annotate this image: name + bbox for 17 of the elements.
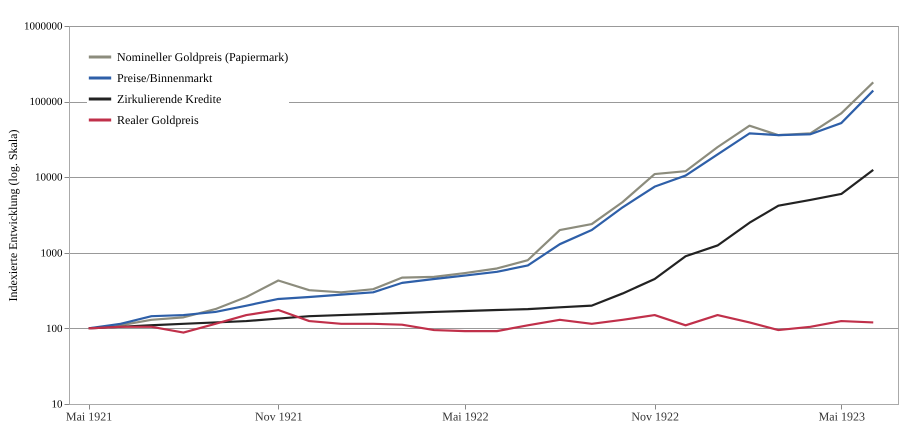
x-tick-label: Nov 1921 xyxy=(254,410,303,424)
y-tick-label: 100 xyxy=(46,322,63,335)
legend-label: Realer Goldpreis xyxy=(117,113,199,127)
x-tick-label: Nov 1922 xyxy=(631,410,679,424)
x-tick-label: Mai 1921 xyxy=(66,410,112,424)
y-tick-label: 10 xyxy=(52,398,63,410)
y-tick-label: 100000 xyxy=(30,96,63,108)
y-tick-label: 10000 xyxy=(35,172,63,184)
legend-label: Preise/Binnenmarkt xyxy=(117,71,213,85)
y-tick-label: 1000000 xyxy=(24,20,63,32)
y-axis-title: Indexierte Entwicklung (log. Skala) xyxy=(6,130,20,302)
line-series xyxy=(87,308,874,334)
legend-label: Zirkulierende Kredite xyxy=(117,92,222,106)
x-tick-label: Mai 1923 xyxy=(818,410,865,424)
x-tick-label: Mai 1922 xyxy=(442,410,489,424)
y-tick-label: 1000 xyxy=(40,247,63,260)
legend-label: Nomineller Goldpreis (Papiermark) xyxy=(117,50,288,64)
